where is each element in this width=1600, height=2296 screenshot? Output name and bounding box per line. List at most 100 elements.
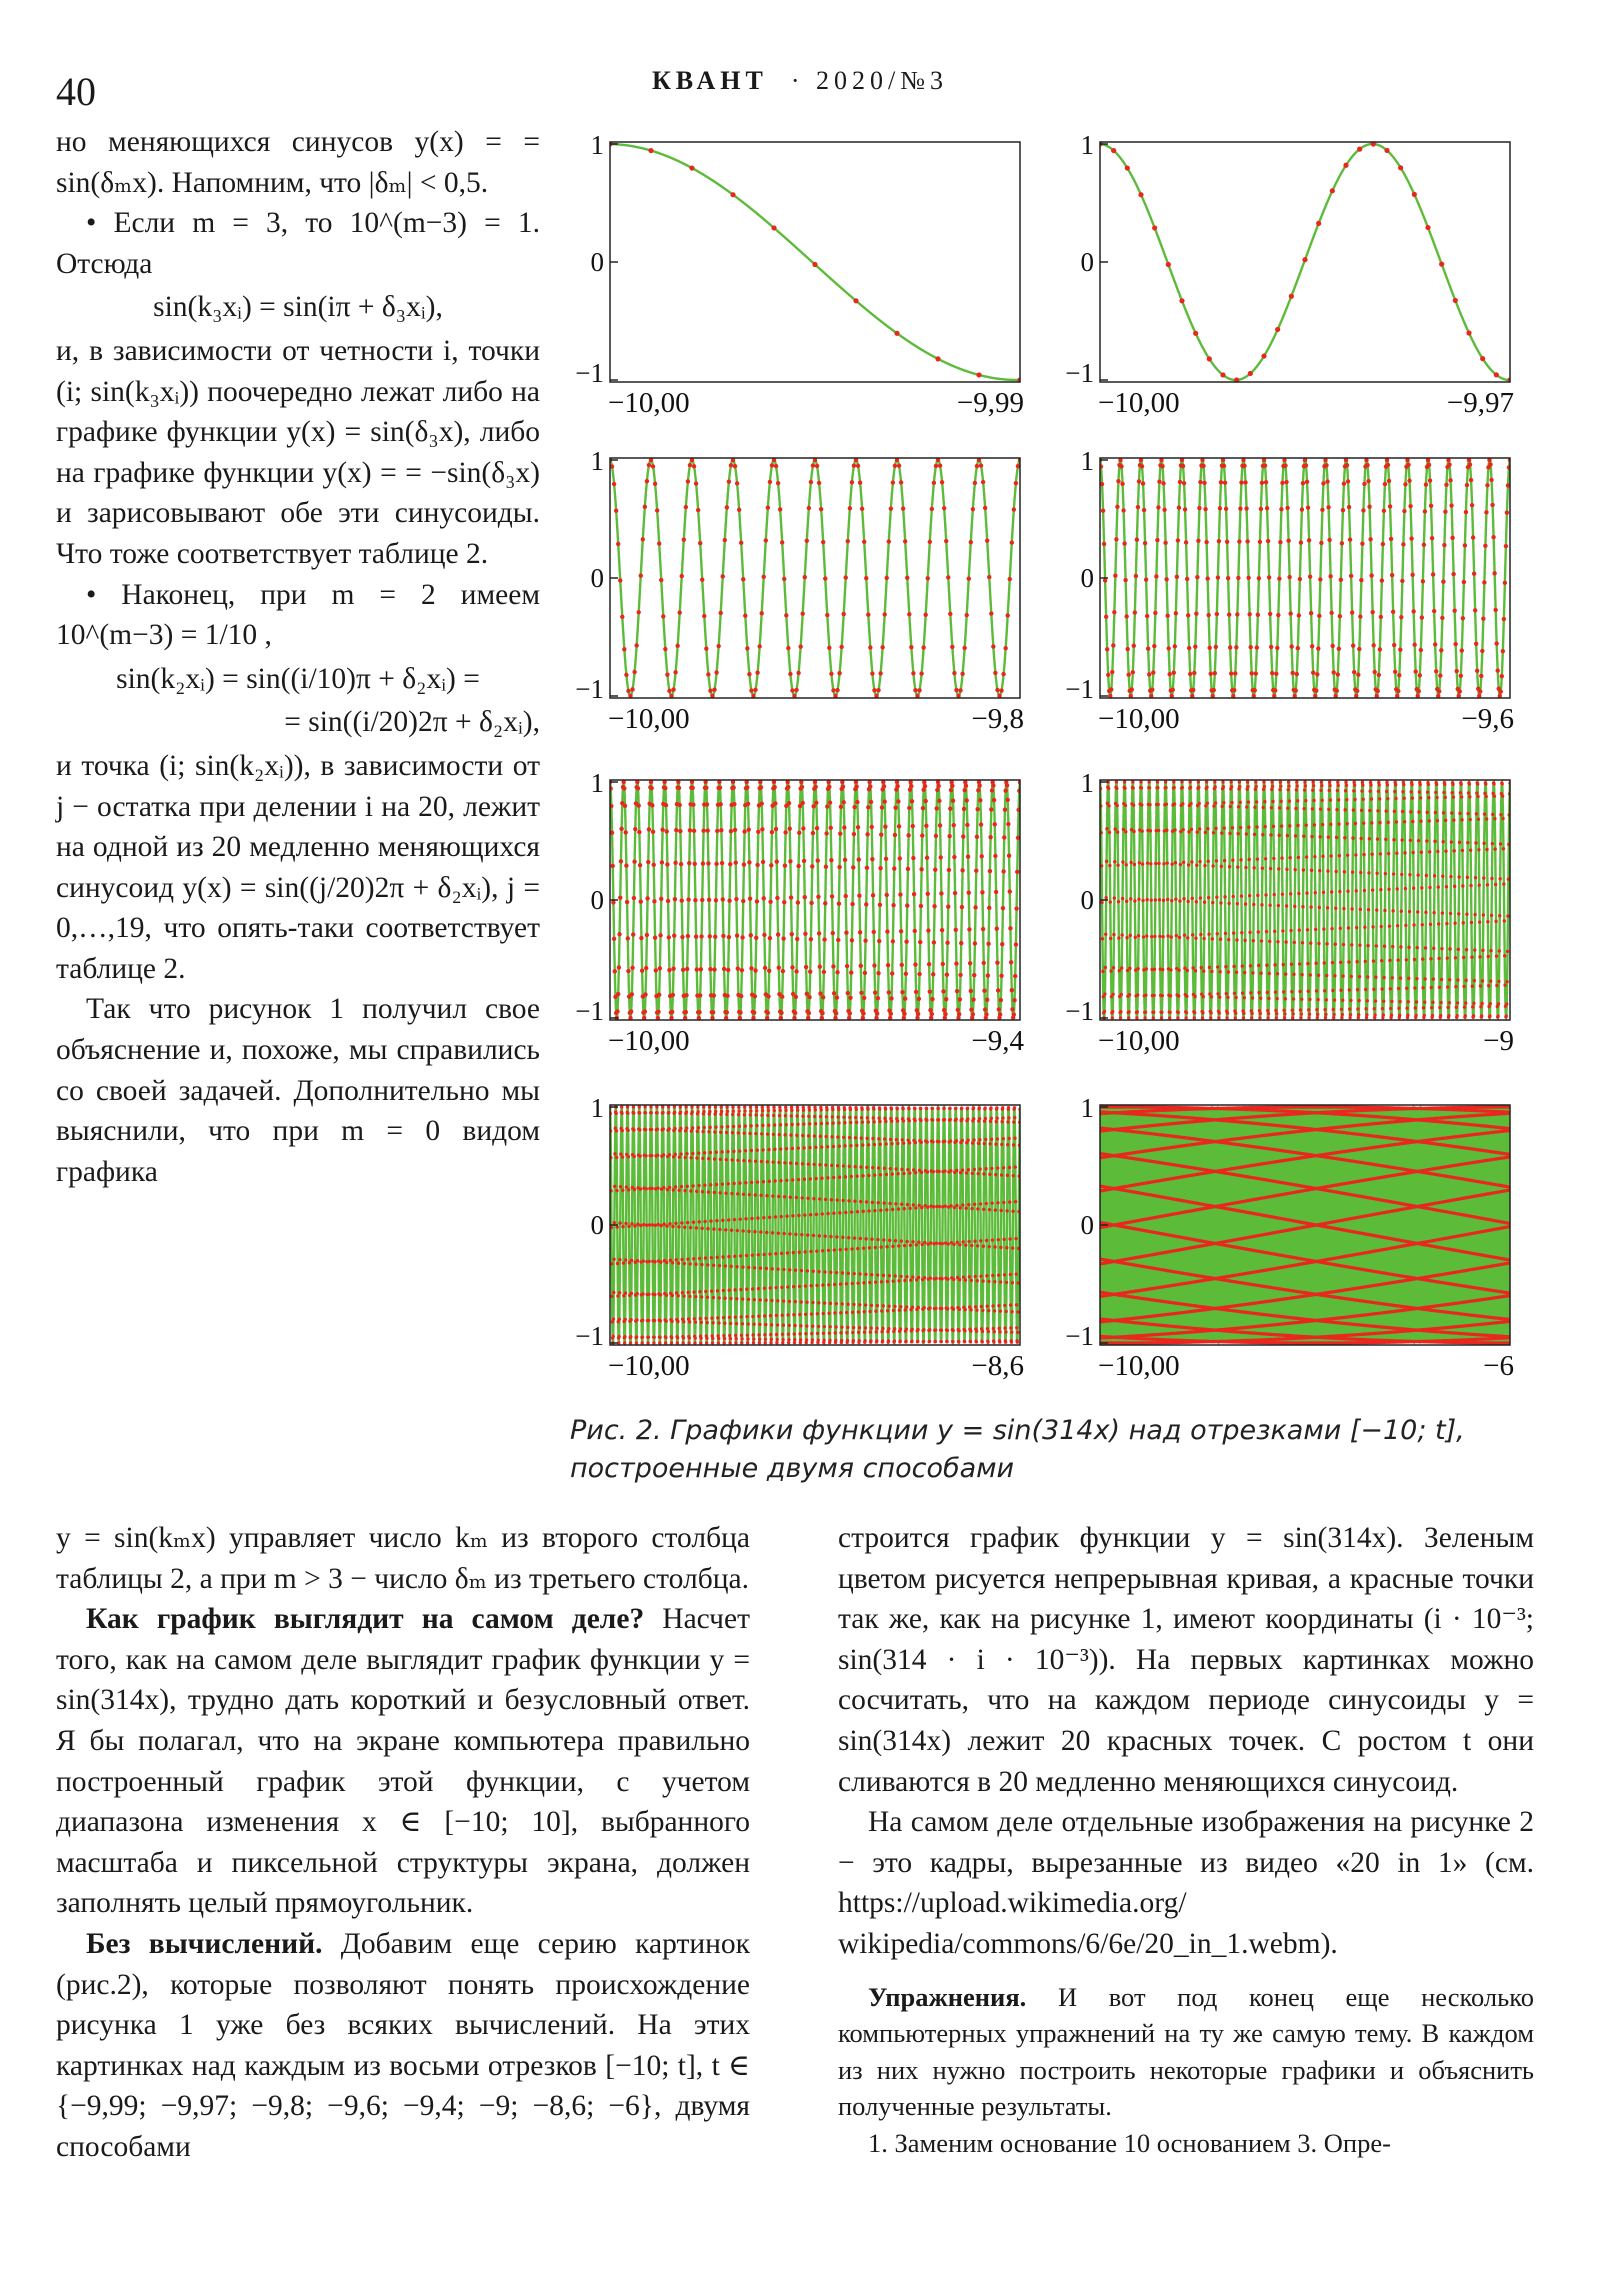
sample-point <box>696 1126 701 1130</box>
sample-point <box>644 965 649 971</box>
sample-point <box>884 1119 888 1124</box>
sample-point <box>841 611 846 617</box>
sample-point <box>1181 860 1186 865</box>
sample-point <box>764 1230 769 1235</box>
sample-point <box>771 1132 776 1137</box>
sample-point <box>1289 644 1294 649</box>
sample-point <box>742 1131 746 1135</box>
sample-point <box>1462 1005 1467 1009</box>
sample-point <box>692 1317 697 1321</box>
paragraph: но меняющихся синусов y(x) = = sin(δₘx).… <box>56 126 540 199</box>
sample-point <box>1416 839 1421 843</box>
sample-point <box>1259 939 1264 943</box>
sample-point <box>818 1163 822 1167</box>
sample-point <box>689 780 695 785</box>
sample-point <box>1251 938 1256 943</box>
sample-point <box>1325 479 1330 484</box>
sample-point <box>950 783 955 789</box>
sample-point <box>793 1338 797 1342</box>
sample-point <box>815 1283 819 1288</box>
sample-point <box>887 1304 891 1308</box>
sample-point <box>871 1116 875 1120</box>
sample-point <box>1177 994 1181 998</box>
sample-point <box>783 1161 787 1165</box>
sample-point <box>972 1138 976 1142</box>
sample-point <box>1475 791 1479 795</box>
sample-point <box>1217 506 1223 511</box>
sample-point <box>1273 990 1278 994</box>
sample-point <box>1346 889 1350 893</box>
sample-point <box>872 1107 876 1111</box>
sample-point <box>1159 458 1164 463</box>
sample-point <box>1189 827 1194 832</box>
sample-point <box>1115 830 1120 834</box>
sample-point <box>1108 693 1113 698</box>
sample-point <box>1370 142 1376 147</box>
sample-point <box>1452 297 1458 304</box>
sample-point <box>829 1198 834 1202</box>
sample-point <box>1273 963 1277 967</box>
sample-point <box>1004 783 1010 788</box>
sample-point <box>1485 483 1490 488</box>
sample-point <box>864 1272 868 1277</box>
sample-point <box>1435 818 1440 823</box>
sample-point <box>1009 540 1014 545</box>
sample-point <box>967 1305 972 1309</box>
sample-point <box>909 1308 913 1312</box>
sample-point <box>984 1238 989 1243</box>
sample-point <box>1449 503 1454 508</box>
sample-point <box>671 687 676 692</box>
sample-point <box>1462 543 1468 548</box>
sample-point <box>1505 949 1510 954</box>
sample-point <box>1227 901 1231 906</box>
sample-point <box>1422 1013 1427 1018</box>
sample-point <box>918 903 924 909</box>
sample-point <box>1309 941 1313 945</box>
sample-point <box>1370 609 1375 615</box>
sample-point <box>741 1265 745 1269</box>
sample-point <box>806 1196 810 1200</box>
sample-point <box>796 863 801 869</box>
sample-point <box>776 965 781 970</box>
sample-point <box>1333 942 1338 946</box>
sample-point <box>1339 541 1345 546</box>
sample-point <box>1463 1014 1468 1018</box>
sample-point <box>682 1294 686 1298</box>
sample-point <box>985 973 991 978</box>
sample-point <box>1479 673 1484 679</box>
sample-point <box>646 462 652 468</box>
sample-point <box>1172 785 1176 790</box>
sample-point <box>638 1154 642 1158</box>
sample-point <box>1230 826 1235 830</box>
sample-point <box>835 970 840 975</box>
sample-point <box>1285 867 1289 871</box>
sample-point <box>627 1261 632 1265</box>
sample-point <box>1330 643 1335 649</box>
sample-point <box>1359 578 1364 583</box>
sample-point <box>724 1191 728 1195</box>
sample-point <box>1005 1246 1009 1250</box>
sample-point <box>684 1110 689 1114</box>
sample-point <box>722 537 727 543</box>
sample-point <box>814 1212 819 1217</box>
sample-point <box>760 1132 764 1136</box>
sample-point <box>714 1150 719 1154</box>
sample-point <box>830 930 835 936</box>
sample-point <box>690 785 695 791</box>
y-tick-label: 0 <box>1081 247 1095 277</box>
sample-point <box>805 1015 811 1020</box>
sample-point <box>986 1329 991 1334</box>
sample-point <box>795 1114 799 1118</box>
sample-point <box>1486 920 1490 924</box>
sample-point <box>1288 293 1294 299</box>
sample-point <box>1490 876 1494 881</box>
sample-point <box>893 1274 897 1278</box>
sample-point <box>1303 463 1309 468</box>
sample-point <box>1367 837 1372 841</box>
sample-point <box>1000 1120 1004 1124</box>
sample-point <box>1353 797 1357 802</box>
sample-point <box>1468 477 1474 483</box>
sample-point <box>615 1188 619 1193</box>
sample-point <box>969 1329 973 1333</box>
sample-point <box>993 670 998 676</box>
